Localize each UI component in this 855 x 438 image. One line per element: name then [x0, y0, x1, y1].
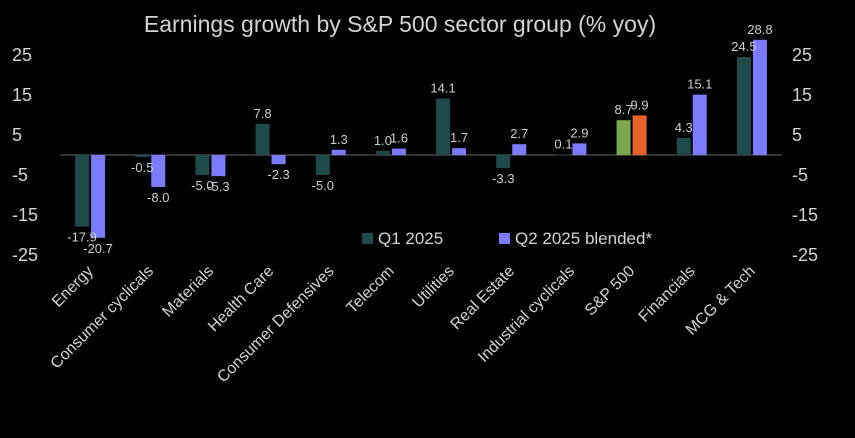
data-label-sandp-500-q1: 8.7	[615, 102, 633, 117]
bar-sandp-500-q1	[616, 120, 631, 155]
bar-industrial-cyclicals-q2	[572, 143, 587, 155]
data-label-consumer-cyclicals-q1: -0.5	[131, 160, 153, 175]
left-tick-label: -5	[12, 165, 28, 185]
bar-health-care-q2	[271, 155, 286, 165]
right-tick-label: -25	[792, 245, 818, 265]
data-label-mcg-and-tech-q2: 28.8	[747, 22, 772, 37]
data-label-energy-q1: -17.9	[67, 230, 97, 245]
right-tick-label: -15	[792, 205, 818, 225]
category-label-consumer-defensives: Consumer Defensives	[214, 263, 337, 386]
bar-consumer-defensives-q2	[331, 149, 346, 155]
left-tick-label: 15	[12, 85, 32, 105]
data-label-financials-q1: 4.3	[675, 120, 693, 135]
category-label-consumer-cyclicals: Consumer cyclicals	[48, 263, 157, 372]
legend-swatch-q2	[499, 233, 510, 244]
left-tick-label: 25	[12, 45, 32, 65]
data-label-health-care-q1: 7.8	[254, 106, 272, 121]
bar-utilities-q1	[436, 98, 451, 155]
bar-financials-q2	[692, 94, 707, 155]
data-label-mcg-and-tech-q1: 24.5	[731, 39, 756, 54]
bar-utilities-q2	[452, 148, 467, 155]
legend: Q1 2025 Q2 2025 blended*	[362, 229, 652, 248]
bar-consumer-cyclicals-q1	[135, 155, 150, 157]
bar-telecom-q1	[375, 151, 390, 155]
category-label-financials: Financials	[636, 263, 699, 326]
data-label-telecom-q1: 1.0	[374, 133, 392, 148]
bar-energy-q1	[75, 155, 90, 227]
bar-mcg-and-tech-q1	[736, 57, 751, 155]
category-label-utilities: Utilities	[409, 263, 457, 311]
category-label-sandp-500: S&P 500	[582, 263, 639, 320]
data-label-consumer-defensives-q2: 1.3	[330, 132, 348, 147]
data-label-consumer-cyclicals-q2: -8.0	[147, 190, 169, 205]
right-tick-label: 25	[792, 45, 812, 65]
data-label-telecom-q2: 1.6	[390, 131, 408, 146]
data-label-energy-q2: -20.7	[83, 241, 113, 256]
data-label-industrial-cyclicals-q1: 0.1	[554, 137, 572, 152]
bar-real-estate-q2	[512, 144, 527, 155]
bar-sandp-500-q2	[632, 115, 647, 155]
data-label-health-care-q2: -2.3	[267, 167, 289, 182]
chart-title: Earnings growth by S&P 500 sector group …	[144, 11, 656, 37]
category-label-materials: Materials	[159, 263, 217, 321]
right-y-axis: 25 15 5 -5 -15 -25	[792, 45, 818, 265]
left-tick-label: 5	[12, 125, 22, 145]
right-tick-label: -5	[792, 165, 808, 185]
bar-real-estate-q1	[496, 155, 511, 169]
legend-label-q2: Q2 2025 blended*	[515, 229, 652, 248]
bar-consumer-cyclicals-q2	[151, 155, 166, 187]
bar-materials-q1	[195, 155, 210, 175]
data-label-consumer-defensives-q1: -5.0	[312, 178, 334, 193]
bar-consumer-defensives-q1	[315, 155, 330, 175]
data-label-sandp-500-q2: 9.9	[631, 97, 649, 112]
bar-energy-q2	[91, 155, 106, 238]
right-tick-label: 5	[792, 125, 802, 145]
legend-swatch-q1	[362, 233, 373, 244]
bar-mcg-and-tech-q2	[752, 39, 767, 155]
left-y-axis: 25 15 5 -5 -15 -25	[12, 45, 38, 265]
data-label-real-estate-q2: 2.7	[510, 126, 528, 141]
bar-financials-q1	[676, 137, 691, 155]
data-labels-group: -17.9-20.7-0.5-8.0-5.0-5.37.8-2.3-5.01.3…	[67, 22, 772, 256]
category-label-energy: Energy	[49, 263, 97, 311]
left-tick-label: -25	[12, 245, 38, 265]
data-label-utilities-q1: 14.1	[430, 81, 455, 96]
data-label-utilities-q2: 1.7	[450, 130, 468, 145]
bar-telecom-q2	[391, 148, 406, 155]
data-label-real-estate-q1: -3.3	[492, 171, 514, 186]
category-label-telecom: Telecom	[344, 263, 398, 317]
data-label-materials-q2: -5.3	[207, 179, 229, 194]
bars-group	[75, 39, 767, 238]
data-label-materials-q1: -5.0	[191, 178, 213, 193]
left-tick-label: -15	[12, 205, 38, 225]
legend-label-q1: Q1 2025	[378, 229, 443, 248]
bar-health-care-q1	[255, 123, 270, 155]
data-label-industrial-cyclicals-q2: 2.9	[570, 125, 588, 140]
bar-industrial-cyclicals-q1	[556, 154, 571, 156]
data-label-financials-q2: 15.1	[687, 77, 712, 92]
right-tick-label: 15	[792, 85, 812, 105]
bar-materials-q2	[211, 155, 226, 177]
